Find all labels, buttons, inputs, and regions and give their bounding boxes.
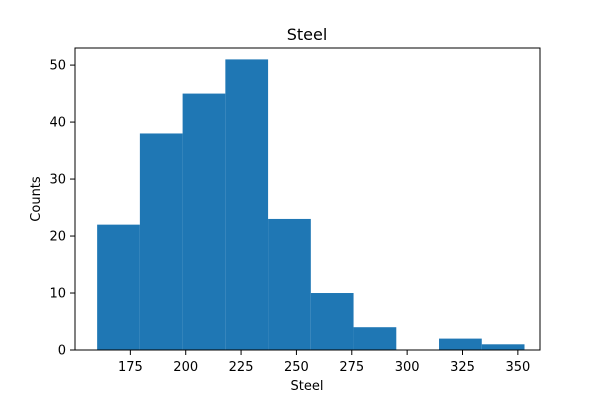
histogram-bar	[268, 218, 311, 350]
x-tick-label: 325	[450, 360, 475, 375]
y-tick-label: 40	[49, 116, 66, 131]
histogram-bar	[439, 338, 482, 350]
x-tick-label: 300	[395, 360, 420, 375]
y-axis-ticks: 0 10 20 30 40 50	[49, 59, 75, 359]
histogram-bar	[139, 133, 183, 350]
plot-area-frame	[74, 47, 541, 351]
x-tick-label: 175	[118, 360, 143, 375]
y-tick-label: 30	[49, 173, 66, 188]
x-tick-label: 225	[229, 360, 254, 375]
histogram-bars	[97, 59, 525, 351]
x-tick-label: 250	[284, 360, 309, 375]
y-tick-label: 20	[49, 230, 66, 245]
chart-title: Steel	[287, 25, 328, 44]
x-axis-label: Steel	[291, 379, 324, 394]
y-tick-label: 50	[49, 59, 66, 74]
histogram-bar	[481, 344, 525, 350]
histogram-bar	[353, 327, 397, 350]
y-tick-label: 0	[58, 344, 66, 359]
x-axis-ticks: 175 200 225 250 275 300 325 350	[118, 350, 530, 375]
x-tick-label: 200	[173, 360, 198, 375]
x-tick-label: 350	[505, 360, 530, 375]
x-tick-label: 275	[339, 360, 364, 375]
histogram-bar	[97, 224, 140, 350]
y-tick-label: 10	[49, 287, 66, 302]
y-axis-label: Counts	[29, 176, 44, 222]
histogram-bar	[182, 93, 226, 351]
histogram-bar	[225, 59, 269, 350]
histogram-bar	[310, 293, 354, 350]
